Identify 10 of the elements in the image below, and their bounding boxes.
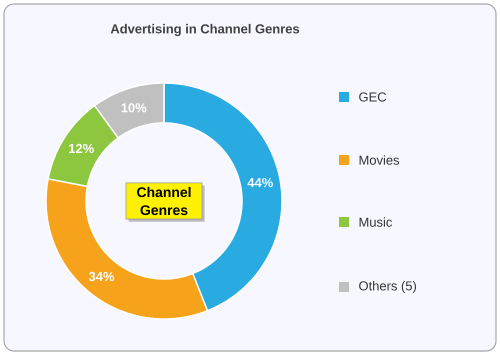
legend-label: GEC	[359, 92, 386, 102]
data-label: 34%	[88, 272, 114, 282]
data-label: 12%	[69, 144, 94, 154]
text: Channel Genres	[137, 186, 191, 216]
data-label: 44%	[248, 178, 273, 188]
legend-label: Movies	[360, 155, 400, 165]
legend-label: Music	[360, 217, 392, 227]
chart-title: Advertising in Channel Genres	[110, 24, 300, 36]
data-label: 10%	[122, 103, 146, 112]
legend-label: Others (5)	[359, 280, 416, 294]
